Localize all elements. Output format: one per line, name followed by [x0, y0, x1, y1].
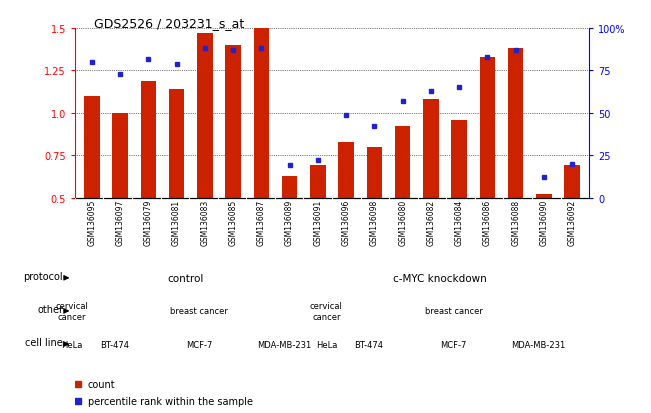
Bar: [339, 142, 354, 198]
Bar: [423, 100, 439, 198]
Text: cell line: cell line: [25, 338, 63, 348]
Text: percentile rank within the sample: percentile rank within the sample: [88, 396, 253, 406]
Bar: [84, 97, 100, 198]
Text: MDA-MB-231: MDA-MB-231: [257, 340, 311, 349]
Text: control: control: [167, 273, 203, 283]
Bar: [254, 29, 269, 198]
Text: other: other: [37, 305, 63, 315]
Bar: [169, 90, 184, 198]
Bar: [225, 46, 241, 198]
Text: HeLa: HeLa: [61, 340, 83, 349]
Text: MDA-MB-231: MDA-MB-231: [511, 340, 566, 349]
Bar: [564, 166, 580, 198]
Text: breast cancer: breast cancer: [424, 307, 482, 316]
Text: BT-474: BT-474: [100, 340, 129, 349]
Text: cervical
cancer: cervical cancer: [310, 301, 343, 321]
Text: MCF-7: MCF-7: [186, 340, 212, 349]
Bar: [395, 127, 410, 198]
Text: count: count: [88, 379, 115, 389]
Text: HeLa: HeLa: [316, 340, 337, 349]
Bar: [310, 166, 326, 198]
Bar: [113, 114, 128, 198]
Text: BT-474: BT-474: [354, 340, 383, 349]
Bar: [480, 58, 495, 198]
Text: MCF-7: MCF-7: [440, 340, 467, 349]
Text: cervical
cancer: cervical cancer: [55, 301, 89, 321]
Bar: [367, 147, 382, 198]
Bar: [451, 120, 467, 198]
Bar: [508, 49, 523, 198]
Text: protocol: protocol: [23, 272, 63, 282]
Bar: [141, 81, 156, 198]
Bar: [282, 176, 298, 198]
Text: c-MYC knockdown: c-MYC knockdown: [393, 273, 486, 283]
Text: GDS2526 / 203231_s_at: GDS2526 / 203231_s_at: [94, 17, 245, 29]
Bar: [536, 195, 551, 198]
Text: breast cancer: breast cancer: [171, 307, 228, 316]
Bar: [197, 34, 213, 198]
